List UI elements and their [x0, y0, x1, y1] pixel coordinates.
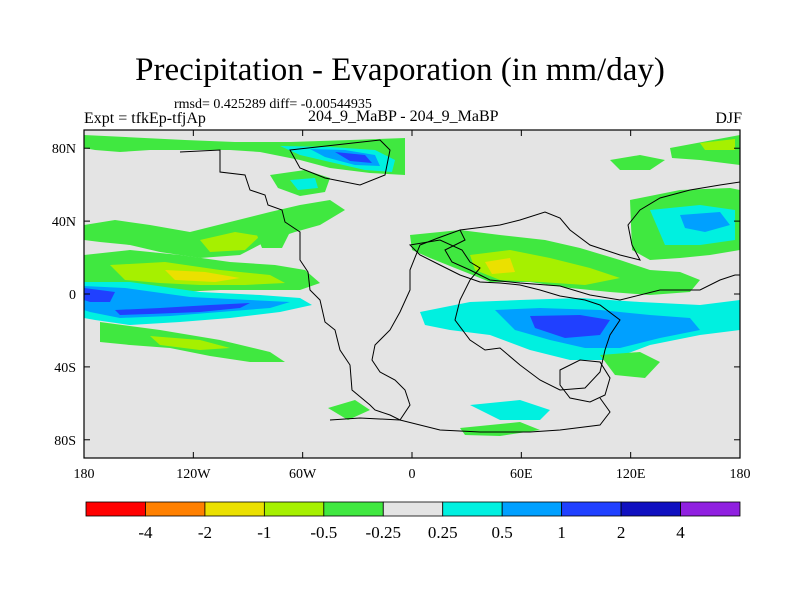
- x-tick-label: 180: [74, 467, 95, 482]
- colorbar-label: -1: [257, 523, 271, 542]
- coastlines: [179, 139, 740, 433]
- coastline-americas: [179, 149, 740, 421]
- y-tick-label: 80S: [54, 434, 76, 449]
- colorbar-swatch: [323, 501, 384, 517]
- contour-npacific-yellow: [200, 232, 260, 252]
- colorbar-swatch: [204, 501, 265, 517]
- coastline-greenland: [289, 139, 391, 186]
- x-tick-label: 60E: [510, 467, 533, 482]
- colorbar-label: 2: [617, 523, 626, 542]
- plot-title: Precipitation - Evaporation (in mm/day): [135, 52, 665, 88]
- contour-spacific-patch: [328, 400, 370, 420]
- season-label: DJF: [715, 110, 742, 127]
- contour-gulf-green: [255, 222, 290, 248]
- colorbar-swatch: [145, 501, 206, 517]
- colorbar-label: -0.5: [310, 523, 337, 542]
- x-tick-label: 60W: [289, 467, 317, 482]
- colorbar-swatch: [442, 501, 503, 517]
- contour-arctic-cyan2: [290, 178, 318, 190]
- colorbar-label: -2: [198, 523, 212, 542]
- contour-cpacific-dark: [84, 288, 250, 315]
- experiment-label: Expt = tfkEp-tfjAp: [84, 110, 206, 127]
- colorbar-label: 0.5: [492, 523, 513, 542]
- contour-siberia: [610, 155, 665, 170]
- contour-tropical-npacific-gold: [165, 270, 240, 282]
- period-label: 204_9_MaBP - 204_9_MaBP: [308, 108, 499, 125]
- colorbar-swatch: [382, 501, 444, 517]
- contour-east-indian: [600, 352, 660, 378]
- contour-fields: [84, 135, 740, 436]
- y-tick-label: 80N: [52, 142, 76, 157]
- colorbar-label: -0.25: [366, 523, 401, 542]
- x-tick-label: 120W: [176, 467, 211, 482]
- contour-ne-atlantic-yellow: [700, 139, 735, 150]
- x-tick-label: 0: [409, 467, 416, 482]
- colorbar-swatch: [680, 501, 741, 517]
- colorbar: -4 -2 -1 -0.5 -0.25 0.25 0.5 1 2 4: [85, 501, 741, 542]
- colorbar-swatch: [263, 501, 325, 517]
- contour-asia-gold: [485, 258, 515, 274]
- coastline-eurasia: [459, 181, 740, 261]
- colorbar-swatch: [85, 501, 146, 517]
- y-tick-label: 40S: [54, 361, 76, 376]
- x-tick-label: 120E: [616, 467, 646, 482]
- x-tick-label: 180: [730, 467, 751, 482]
- contour-arctic-green: [84, 135, 405, 175]
- colorbar-label: -4: [138, 523, 153, 542]
- colorbar-swatch: [620, 501, 681, 517]
- contour-southern-cyan: [470, 400, 550, 420]
- colorbar-swatch: [501, 501, 563, 517]
- contour-arctic-dark: [335, 152, 372, 163]
- y-tick-label: 0: [69, 288, 76, 303]
- colorbar-label: 0.25: [428, 523, 458, 542]
- stats-label: rmsd= 0.425289 diff= -0.00544935: [174, 97, 372, 112]
- contour-npacific-band: [84, 200, 345, 258]
- axis-ticks: 180 120W 60W 0 60E 120E 180 80N 40N 0 40S 80S: [52, 130, 751, 482]
- contour-spacific-yellow: [150, 336, 230, 350]
- colorbar-label: 4: [676, 523, 685, 542]
- colorbar-swatch: [561, 501, 622, 517]
- colorbar-label: 1: [557, 523, 566, 542]
- coastline-antarctica: [329, 397, 611, 433]
- contour-indian-dark: [530, 315, 610, 338]
- coastline-africa: [408, 239, 621, 391]
- y-tick-label: 40N: [52, 215, 76, 230]
- contour-eastasia-blue: [680, 212, 730, 232]
- coastline-australia: [559, 359, 611, 403]
